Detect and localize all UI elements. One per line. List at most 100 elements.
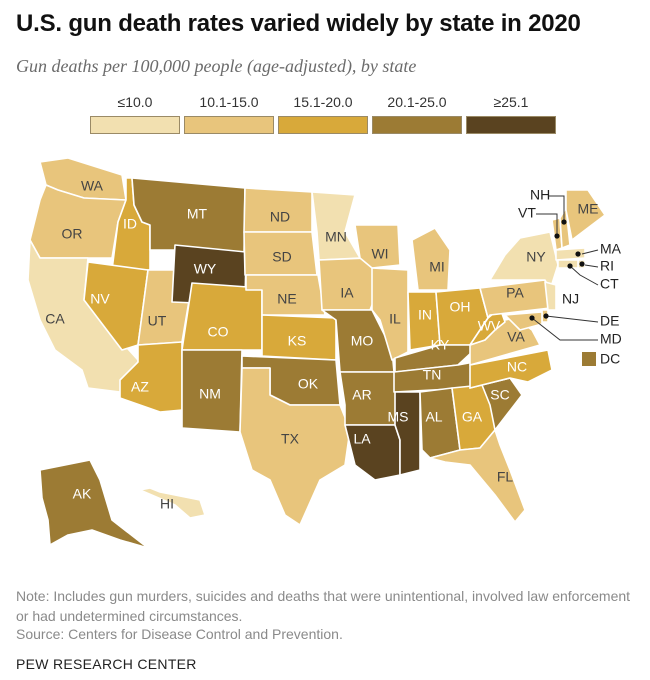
- state-label-ca: CA: [45, 311, 65, 327]
- state-fl: [429, 429, 526, 523]
- legend: ≤10.0 10.1-15.0 15.1-20.0 20.1-25.0 ≥25.1: [90, 94, 560, 134]
- state-label-wa: WA: [81, 178, 104, 194]
- state-label-ga: GA: [462, 409, 483, 425]
- leader-line-md: [531, 317, 598, 341]
- state-label-mo: MO: [351, 333, 374, 349]
- state-mi: [411, 227, 451, 291]
- state-co: [181, 282, 263, 351]
- legend-swatch: [466, 116, 556, 134]
- state-nv: [83, 261, 149, 351]
- state-label-ok: OK: [298, 376, 319, 392]
- legend-item: ≥25.1: [466, 94, 556, 134]
- state-hi: [139, 487, 206, 519]
- callout-label-ma: MA: [600, 241, 622, 257]
- state-nj: [544, 281, 557, 311]
- callout-label-md: MD: [600, 331, 622, 347]
- marker-dot-ma: [575, 251, 581, 257]
- state-label-hi: HI: [160, 496, 174, 512]
- state-label-az: AZ: [131, 379, 149, 395]
- state-ak: [39, 459, 149, 549]
- legend-label: 20.1-25.0: [387, 94, 447, 110]
- marker-dot-md: [529, 315, 535, 321]
- us-state-map: WA OR CA ID NV UT AZ MT WY CO NM ND SD NE KS OK TX MN IA MO…: [27, 157, 622, 549]
- callout-label-de: DE: [600, 313, 619, 329]
- state-label-ak: AK: [73, 486, 92, 502]
- legend-swatch: [278, 116, 368, 134]
- state-label-va: VA: [507, 329, 525, 345]
- state-label-oh: OH: [450, 299, 471, 315]
- callout-label-ct: CT: [600, 276, 619, 292]
- states-layer: [27, 157, 606, 549]
- callout-label-vt: VT: [518, 205, 536, 221]
- state-ma: [555, 247, 586, 261]
- legend-item: 10.1-15.0: [184, 94, 274, 134]
- marker-dot-nh: [561, 219, 567, 225]
- legend-item: 15.1-20.0: [278, 94, 368, 134]
- state-label-in: IN: [418, 307, 432, 323]
- state-label-or: OR: [62, 226, 83, 242]
- legend-label: 10.1-15.0: [199, 94, 259, 110]
- state-label-ia: IA: [340, 285, 354, 301]
- state-label-ks: KS: [288, 333, 307, 349]
- state-label-al: AL: [425, 409, 442, 425]
- legend-label: 15.1-20.0: [293, 94, 353, 110]
- chart-title: U.S. gun death rates varied widely by st…: [16, 10, 581, 37]
- legend-item: 20.1-25.0: [372, 94, 462, 134]
- labels-layer: WA OR CA ID NV UT AZ MT WY CO NM ND SD NE KS OK TX MN IA MO…: [45, 178, 598, 512]
- state-label-me: ME: [578, 201, 599, 217]
- state-il: [371, 267, 409, 361]
- state-label-co: CO: [208, 324, 229, 340]
- state-label-mn: MN: [325, 229, 347, 245]
- state-label-sd: SD: [272, 249, 291, 265]
- legend-swatch: [90, 116, 180, 134]
- state-label-ms: MS: [388, 409, 409, 425]
- marker-dot-ri: [579, 261, 585, 267]
- state-label-ne: NE: [277, 291, 296, 307]
- state-ct: [557, 259, 579, 269]
- leader-line-nh: [548, 195, 565, 222]
- state-pa: [479, 279, 551, 319]
- state-label-nv: NV: [90, 291, 110, 307]
- callout-label-dc: DC: [600, 351, 620, 367]
- state-label-il: IL: [389, 311, 401, 327]
- state-label-wi: WI: [371, 246, 388, 262]
- legend-item: ≤10.0: [90, 94, 180, 134]
- state-wi: [354, 224, 401, 269]
- leader-line-vt: [536, 213, 558, 236]
- legend-swatch: [184, 116, 274, 134]
- state-me: [565, 189, 606, 241]
- marker-dot-ct: [567, 263, 573, 269]
- state-label-fl: FL: [497, 469, 514, 485]
- state-label-tx: TX: [281, 431, 300, 447]
- state-label-nc: NC: [507, 359, 527, 375]
- state-label-sc: SC: [490, 387, 509, 403]
- state-label-ny: NY: [526, 249, 546, 265]
- state-ny: [489, 231, 559, 291]
- state-label-mi: MI: [429, 259, 445, 275]
- note-text: Note: Includes gun murders, suicides and…: [16, 588, 631, 624]
- state-label-nm: NM: [199, 386, 221, 402]
- legend-swatch: [372, 116, 462, 134]
- legend-label: ≥25.1: [493, 94, 529, 110]
- leader-line-de: [545, 315, 599, 323]
- state-nm: [181, 349, 243, 433]
- dc-swatch: [582, 352, 596, 366]
- marker-dot-de: [543, 313, 549, 319]
- state-label-ky: KY: [431, 337, 450, 353]
- state-label-la: LA: [353, 431, 371, 447]
- state-label-ar: AR: [352, 387, 371, 403]
- credit-text: PEW RESEARCH CENTER: [16, 656, 197, 672]
- state-label-wy: WY: [194, 261, 217, 277]
- marker-dot-vt: [554, 233, 560, 239]
- state-nc: [469, 349, 553, 389]
- legend-label: ≤10.0: [117, 94, 153, 110]
- leader-line-ct: [569, 265, 599, 286]
- state-label-wv: WV: [478, 318, 501, 334]
- callout-label-nj: NJ: [562, 291, 579, 307]
- leader-line-ma: [581, 249, 599, 255]
- callout-label-nh: NH: [530, 187, 550, 203]
- leader-line-ri: [584, 264, 599, 268]
- state-label-mt: MT: [187, 206, 208, 222]
- state-mn: [311, 191, 361, 261]
